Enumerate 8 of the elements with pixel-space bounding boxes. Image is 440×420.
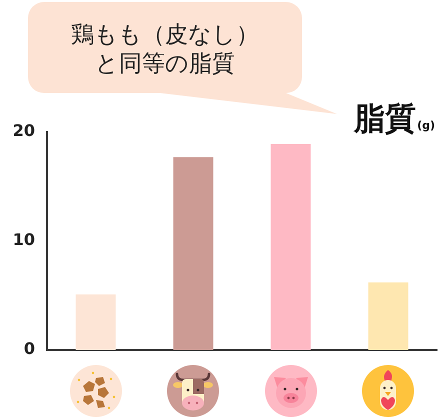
y-tick-label: 0 (24, 339, 35, 358)
bar (368, 282, 408, 350)
y-tick-label: 10 (12, 230, 35, 250)
text: 鶏もも（皮なし）と同等の脂質 (70, 21, 260, 79)
bar (173, 157, 214, 350)
bar (76, 294, 116, 350)
bar (270, 144, 311, 350)
y-tick-label: 20 (12, 121, 35, 140)
